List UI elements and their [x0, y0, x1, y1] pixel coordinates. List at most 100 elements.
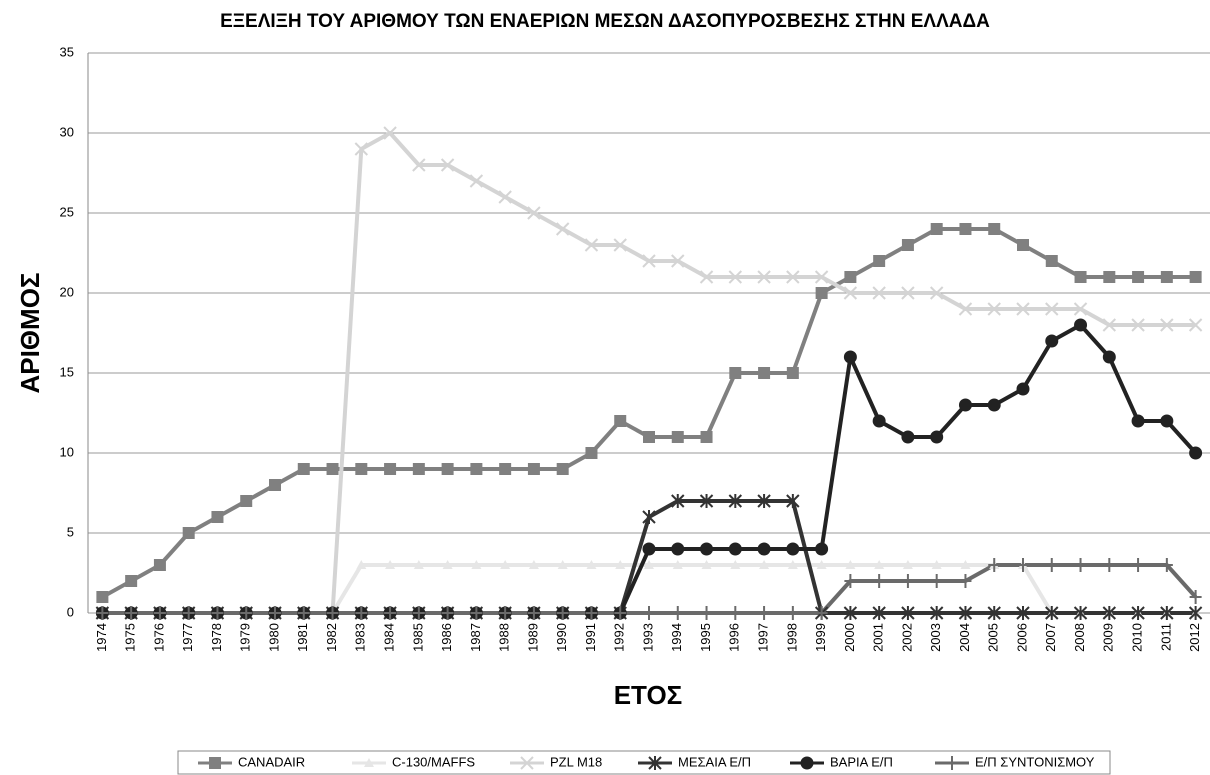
- marker: [844, 271, 857, 283]
- marker: [470, 463, 483, 475]
- marker: [584, 238, 599, 252]
- marker: [211, 511, 224, 523]
- marker: [815, 542, 829, 556]
- marker: [959, 574, 972, 588]
- marker: [700, 542, 714, 556]
- marker: [614, 606, 627, 620]
- marker: [555, 222, 570, 236]
- x-tick-label: 2001: [871, 623, 886, 652]
- marker: [1189, 446, 1203, 460]
- marker: [615, 560, 626, 569]
- marker: [1102, 318, 1117, 332]
- marker: [786, 270, 800, 284]
- marker: [557, 560, 568, 569]
- marker: [383, 126, 397, 140]
- marker: [728, 542, 742, 556]
- marker: [671, 606, 684, 620]
- marker: [413, 560, 424, 569]
- marker: [930, 574, 943, 588]
- x-tick-label: 2004: [957, 623, 972, 652]
- x-tick-label: 1997: [756, 623, 771, 652]
- marker: [946, 756, 958, 770]
- marker: [901, 286, 915, 300]
- x-tick-label: 1998: [784, 623, 799, 652]
- marker: [1188, 606, 1203, 620]
- marker: [1189, 271, 1202, 283]
- x-tick-label: 1986: [439, 623, 454, 652]
- marker: [1045, 302, 1059, 316]
- marker: [499, 606, 512, 620]
- marker: [988, 558, 1001, 572]
- marker: [643, 606, 655, 620]
- x-tick-label: 1979: [238, 623, 253, 652]
- series-line: [101, 227, 1196, 599]
- marker: [500, 560, 511, 569]
- x-tick-label: 2010: [1130, 623, 1145, 652]
- x-tick-label: 2007: [1043, 623, 1058, 652]
- x-tick-label: 2003: [928, 623, 943, 652]
- x-tick-label: 2011: [1158, 623, 1173, 651]
- x-tick-label: 1983: [353, 623, 368, 652]
- marker: [1102, 350, 1116, 364]
- y-tick-label: 25: [60, 204, 74, 219]
- marker: [1188, 318, 1203, 332]
- marker: [527, 206, 541, 220]
- marker: [384, 463, 397, 475]
- marker: [642, 254, 656, 268]
- marker: [527, 463, 540, 475]
- marker: [929, 286, 944, 300]
- marker: [931, 560, 942, 569]
- marker: [354, 142, 369, 156]
- marker: [648, 756, 662, 770]
- x-tick-label: 2005: [986, 623, 1001, 652]
- marker: [987, 606, 1001, 620]
- marker: [1016, 382, 1030, 396]
- marker: [872, 606, 886, 620]
- marker: [960, 560, 971, 569]
- marker: [269, 479, 281, 491]
- x-tick-label: 1985: [410, 623, 425, 652]
- marker: [988, 223, 1001, 235]
- marker: [182, 527, 195, 539]
- x-tick-label: 1977: [180, 623, 195, 652]
- y-tick-label: 15: [60, 364, 74, 379]
- x-tick-label: 2002: [899, 623, 914, 652]
- legend-label: PZL M18: [550, 754, 602, 769]
- legend-label: ΒΑΡΙΑ Ε/Π: [830, 754, 893, 769]
- marker: [701, 560, 712, 569]
- marker: [356, 560, 367, 569]
- marker: [585, 606, 598, 620]
- marker: [355, 463, 368, 475]
- marker: [153, 606, 166, 620]
- marker: [1189, 590, 1202, 604]
- marker: [987, 398, 1001, 412]
- marker: [757, 494, 771, 508]
- marker: [470, 606, 483, 620]
- x-tick-label: 2000: [842, 623, 857, 652]
- marker: [556, 463, 569, 475]
- marker: [153, 559, 166, 571]
- marker: [1074, 318, 1088, 332]
- marker: [613, 238, 627, 252]
- marker: [471, 560, 482, 569]
- marker: [240, 606, 253, 620]
- marker: [874, 560, 885, 569]
- marker: [672, 560, 683, 569]
- marker: [958, 606, 973, 620]
- marker: [642, 542, 656, 556]
- marker: [240, 495, 253, 507]
- x-tick-label: 2009: [1101, 623, 1116, 652]
- marker: [700, 431, 713, 443]
- marker: [816, 560, 827, 569]
- marker: [355, 606, 368, 620]
- marker: [125, 575, 138, 587]
- x-tick-label: 1981: [295, 623, 310, 652]
- marker: [269, 606, 281, 620]
- marker: [815, 606, 828, 620]
- legend-label: CANADAIR: [238, 754, 305, 769]
- marker: [959, 223, 972, 235]
- marker: [1074, 271, 1087, 283]
- y-tick-label: 30: [60, 124, 74, 139]
- marker: [125, 606, 138, 620]
